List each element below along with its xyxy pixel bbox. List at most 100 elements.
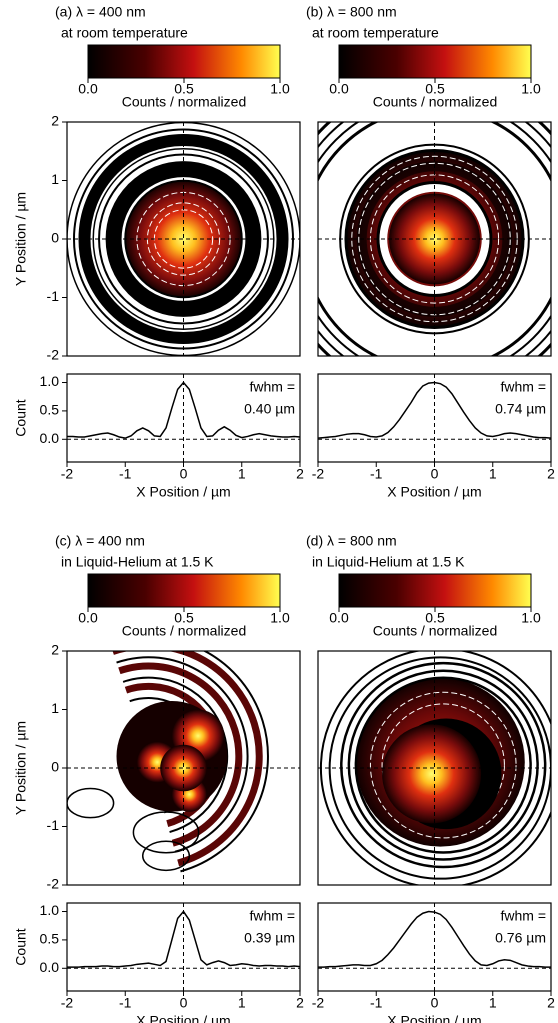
colorbar-label: Counts / normalized — [373, 94, 498, 110]
x-tick-label: 0 — [431, 466, 439, 482]
y-tick-label: -2 — [47, 347, 60, 363]
heat — [160, 744, 207, 792]
x-tick-label: 1 — [238, 995, 246, 1011]
panel-subtitle: at room temperature — [61, 25, 188, 41]
y-tick-label: 0.5 — [40, 931, 60, 947]
contour — [369, 691, 517, 839]
colorbar-tick-label: 1.0 — [521, 81, 541, 97]
contour — [354, 676, 532, 854]
heat — [389, 193, 480, 285]
y-axis-label: Count — [13, 928, 29, 965]
x-axis-label: X Position / µm — [136, 1013, 230, 1023]
image-frame — [317, 650, 552, 886]
y-tick-label: -1 — [47, 817, 60, 833]
x-tick-label: -2 — [61, 995, 74, 1011]
profile-line — [67, 381, 301, 439]
colorbar-label: Counts / normalized — [122, 623, 247, 639]
x-tick-label: 1 — [238, 466, 246, 482]
x-tick-label: -2 — [312, 995, 325, 1011]
x-tick-label: -1 — [370, 995, 383, 1011]
contour — [116, 656, 249, 853]
fwhm-label: 0.74 µm — [495, 401, 546, 417]
x-axis-label: X Position / µm — [136, 484, 230, 500]
colorbar-tick-label: 0.0 — [329, 610, 349, 626]
image — [318, 651, 551, 885]
x-tick-label: 2 — [296, 466, 304, 482]
y-tick-label: 1 — [51, 171, 59, 187]
x-tick-label: 0 — [431, 995, 439, 1011]
y-tick-label: -2 — [47, 876, 60, 892]
y-tick-label: 2 — [51, 113, 59, 129]
colorbar — [338, 573, 532, 608]
x-tick-label: -1 — [370, 466, 383, 482]
x-tick-label: 0 — [180, 466, 188, 482]
annotation: fwhm = — [249, 908, 295, 924]
colorbar-tick-label: 0.5 — [425, 81, 445, 97]
x-tick-label: 2 — [547, 995, 555, 1011]
x-tick-label: 2 — [547, 466, 555, 482]
heat — [125, 180, 242, 298]
panel-subtitle: at room temperature — [312, 25, 439, 41]
annotation: fwhm = — [500, 908, 546, 924]
colorbar-label: Counts / normalized — [373, 623, 498, 639]
contour — [98, 153, 269, 325]
y-tick-label: -1 — [47, 288, 60, 304]
y-tick-label: 1.0 — [40, 902, 60, 918]
x-tick-label: -1 — [119, 995, 132, 1011]
y-tick-label: 0.0 — [40, 959, 60, 975]
annotation: fwhm = — [249, 379, 295, 395]
x-tick-label: -2 — [61, 466, 74, 482]
panel-title: (a) λ = 400 nm — [55, 4, 146, 20]
colorbar-tick-label: 0.5 — [425, 610, 445, 626]
contour — [112, 651, 263, 867]
x-tick-label: 1 — [489, 466, 497, 482]
profile-line — [317, 381, 552, 439]
y-axis-label: Y Position / µm — [13, 192, 29, 286]
colorbar-tick-label: 1.0 — [270, 81, 290, 97]
x-axis-label: X Position / µm — [387, 484, 481, 500]
colorbar-label: Counts / normalized — [122, 94, 247, 110]
colorbar-tick-label: 0.5 — [174, 610, 194, 626]
colorbar-tick-label: 1.0 — [270, 610, 290, 626]
colorbar — [87, 573, 281, 608]
contour — [141, 840, 191, 872]
contour — [347, 669, 539, 861]
colorbar-tick-label: 0.5 — [174, 81, 194, 97]
contour — [180, 651, 269, 873]
fwhm-label: 0.40 µm — [244, 401, 295, 417]
contour — [340, 661, 547, 869]
x-tick-label: 2 — [296, 995, 304, 1011]
image — [67, 122, 300, 356]
y-tick-label: 2 — [51, 642, 59, 658]
panel-title: (b) λ = 800 nm — [306, 4, 397, 20]
x-axis-label: X Position / µm — [387, 1013, 481, 1023]
x-tick-label: 1 — [489, 995, 497, 1011]
panel-subtitle: in Liquid-Helium at 1.5 K — [312, 554, 465, 570]
panel-title: (d) λ = 800 nm — [306, 533, 397, 549]
contour — [328, 656, 551, 880]
profile-line — [318, 910, 551, 968]
fwhm-label: 0.39 µm — [244, 930, 295, 946]
contour — [132, 811, 200, 854]
x-tick-label: 0 — [180, 995, 188, 1011]
contour — [67, 787, 115, 819]
colorbar-tick-label: 0.0 — [78, 610, 98, 626]
panel-title: (c) λ = 400 nm — [55, 533, 145, 549]
annotation: fwhm = — [500, 379, 546, 395]
y-tick-label: 1.0 — [40, 373, 60, 389]
colorbar-tick-label: 0.0 — [329, 81, 349, 97]
y-axis-label: Y Position / µm — [13, 721, 29, 815]
image — [318, 122, 551, 356]
heat — [382, 724, 482, 824]
image-frame — [317, 121, 552, 357]
y-tick-label: 0.5 — [40, 402, 60, 418]
x-tick-label: -2 — [312, 466, 325, 482]
y-tick-label: 1 — [51, 700, 59, 716]
panel-subtitle: in Liquid-Helium at 1.5 K — [61, 554, 214, 570]
y-axis-label: Count — [13, 399, 29, 436]
colorbar — [87, 44, 281, 79]
y-tick-label: 0 — [51, 230, 59, 246]
colorbar — [338, 44, 532, 79]
fwhm-label: 0.76 µm — [495, 930, 546, 946]
